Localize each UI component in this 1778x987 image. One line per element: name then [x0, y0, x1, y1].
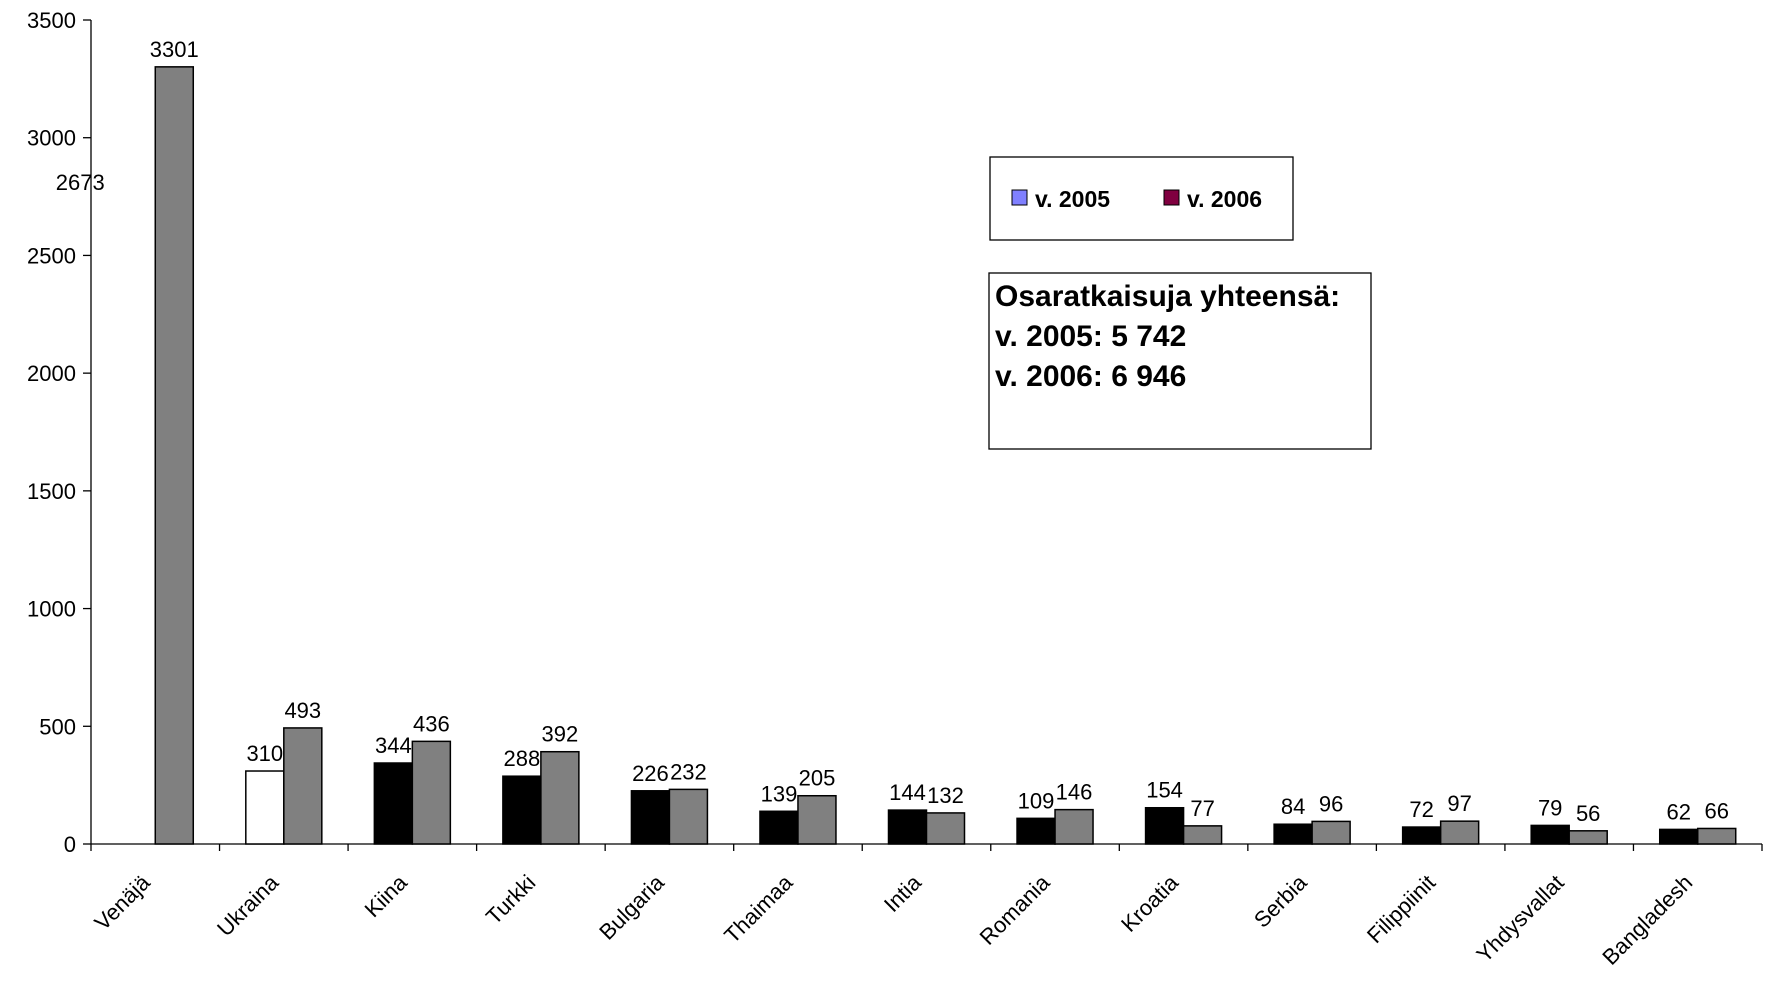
y-tick-label: 0: [64, 832, 76, 857]
bar-intia-2005: [887, 809, 928, 845]
legend-label-2005: v. 2005: [1035, 186, 1110, 212]
x-tick-label: Yhdysvallat: [1471, 870, 1568, 967]
y-tick-label: 1000: [27, 597, 76, 622]
data-label: 97: [1447, 791, 1471, 816]
totals-info-frame: [988, 272, 1372, 450]
x-tick-label: Turkki: [481, 870, 540, 929]
data-label: 2673: [56, 170, 105, 195]
x-tick-label: Kroatia: [1116, 869, 1184, 937]
data-label: 96: [1319, 791, 1343, 816]
bar-serbia-2006: [1311, 820, 1351, 845]
bar-bangladesh-2006: [1696, 827, 1737, 845]
bar-kiina-2006: [411, 740, 452, 845]
legend-label-2006: v. 2006: [1187, 186, 1262, 212]
totals-info-2006: v. 2006: 6 946: [995, 360, 1186, 393]
data-label: 77: [1190, 796, 1214, 821]
bar-thaimaa-2005: [759, 810, 799, 845]
data-label: 132: [927, 783, 964, 808]
data-label: 232: [670, 759, 707, 784]
bar-romania-2005: [1016, 817, 1056, 845]
bar-bulgaria-2005: [630, 790, 671, 845]
bar-intia-2006: [925, 812, 966, 845]
bar-venäjä-2005: [117, 215, 155, 844]
data-label: 310: [246, 741, 283, 766]
totals-info-2005: v. 2005: 5 742: [995, 320, 1186, 353]
chart-legend: v. 2005 v. 2006: [989, 156, 1294, 241]
data-label: 79: [1538, 795, 1562, 820]
bar-filippiinit-2005: [1401, 826, 1442, 845]
bar-kroatia-2005: [1144, 806, 1185, 845]
x-tick-label: Kiina: [360, 869, 413, 922]
y-tick-label: 3000: [27, 126, 76, 151]
data-label: 62: [1666, 799, 1690, 824]
bar-thaimaa-2006: [797, 794, 837, 845]
bar-filippiinit-2006: [1439, 820, 1480, 845]
x-tick-label: Bangladesh: [1597, 870, 1697, 970]
data-label: 109: [1018, 788, 1055, 813]
x-tick-label: Ukraina: [212, 869, 284, 941]
bar-turkki-2005: [502, 775, 542, 845]
data-label: 154: [1146, 778, 1183, 803]
y-tick-label: 3500: [27, 8, 76, 33]
x-tick-label: Intia: [879, 869, 927, 917]
legend-swatch-2006: [1163, 189, 1180, 206]
totals-info-box: Osaratkaisuja yhteensä: v. 2005: 5 742 v…: [988, 272, 1372, 450]
data-label: 436: [413, 711, 450, 736]
x-tick-label: Bulgaria: [594, 869, 669, 944]
data-label: 205: [799, 766, 836, 791]
data-label: 392: [542, 722, 579, 747]
legend-swatch-2005: [1011, 189, 1028, 206]
y-tick-label: 500: [39, 714, 76, 739]
data-label: 72: [1409, 797, 1433, 822]
x-tick-label: Thaimaa: [719, 869, 798, 948]
bar-romania-2006: [1054, 808, 1094, 845]
data-label: 3301: [150, 37, 199, 62]
bar-turkki-2006: [540, 750, 580, 845]
legend-box: [989, 156, 1294, 241]
bar-kroatia-2006: [1182, 825, 1223, 845]
data-label: 139: [761, 781, 798, 806]
bar-kiina-2005: [373, 762, 414, 845]
x-tick-label: Filippiinit: [1362, 870, 1440, 948]
x-tick-label: Venäjä: [90, 869, 156, 935]
y-tick-label: 1500: [27, 479, 76, 504]
data-label: 288: [504, 746, 541, 771]
bar-yhdysvallat-2006: [1568, 830, 1608, 845]
data-label: 344: [375, 733, 412, 758]
data-label: 66: [1704, 798, 1728, 823]
y-tick-label: 2000: [27, 361, 76, 386]
y-tick-label: 2500: [27, 243, 76, 268]
x-tick-label: Romania: [975, 869, 1055, 949]
bar-bangladesh-2005: [1658, 828, 1699, 845]
data-label: 84: [1281, 794, 1305, 819]
data-label: 226: [632, 761, 669, 786]
bar-ukraina-2006: [283, 727, 323, 845]
bar-yhdysvallat-2005: [1530, 824, 1570, 845]
totals-info-heading: Osaratkaisuja yhteensä:: [995, 280, 1340, 313]
data-label: 146: [1056, 780, 1093, 805]
bar-bulgaria-2006: [668, 788, 709, 845]
data-label: 493: [284, 698, 321, 723]
chart-bars: [117, 66, 1737, 845]
bar-serbia-2005: [1273, 823, 1313, 845]
bar-venäjä-2006: [154, 66, 195, 845]
bar-ukraina-2005: [245, 770, 285, 845]
x-tick-label: Serbia: [1249, 869, 1312, 932]
data-label: 144: [889, 780, 926, 805]
data-label: 56: [1576, 801, 1600, 826]
